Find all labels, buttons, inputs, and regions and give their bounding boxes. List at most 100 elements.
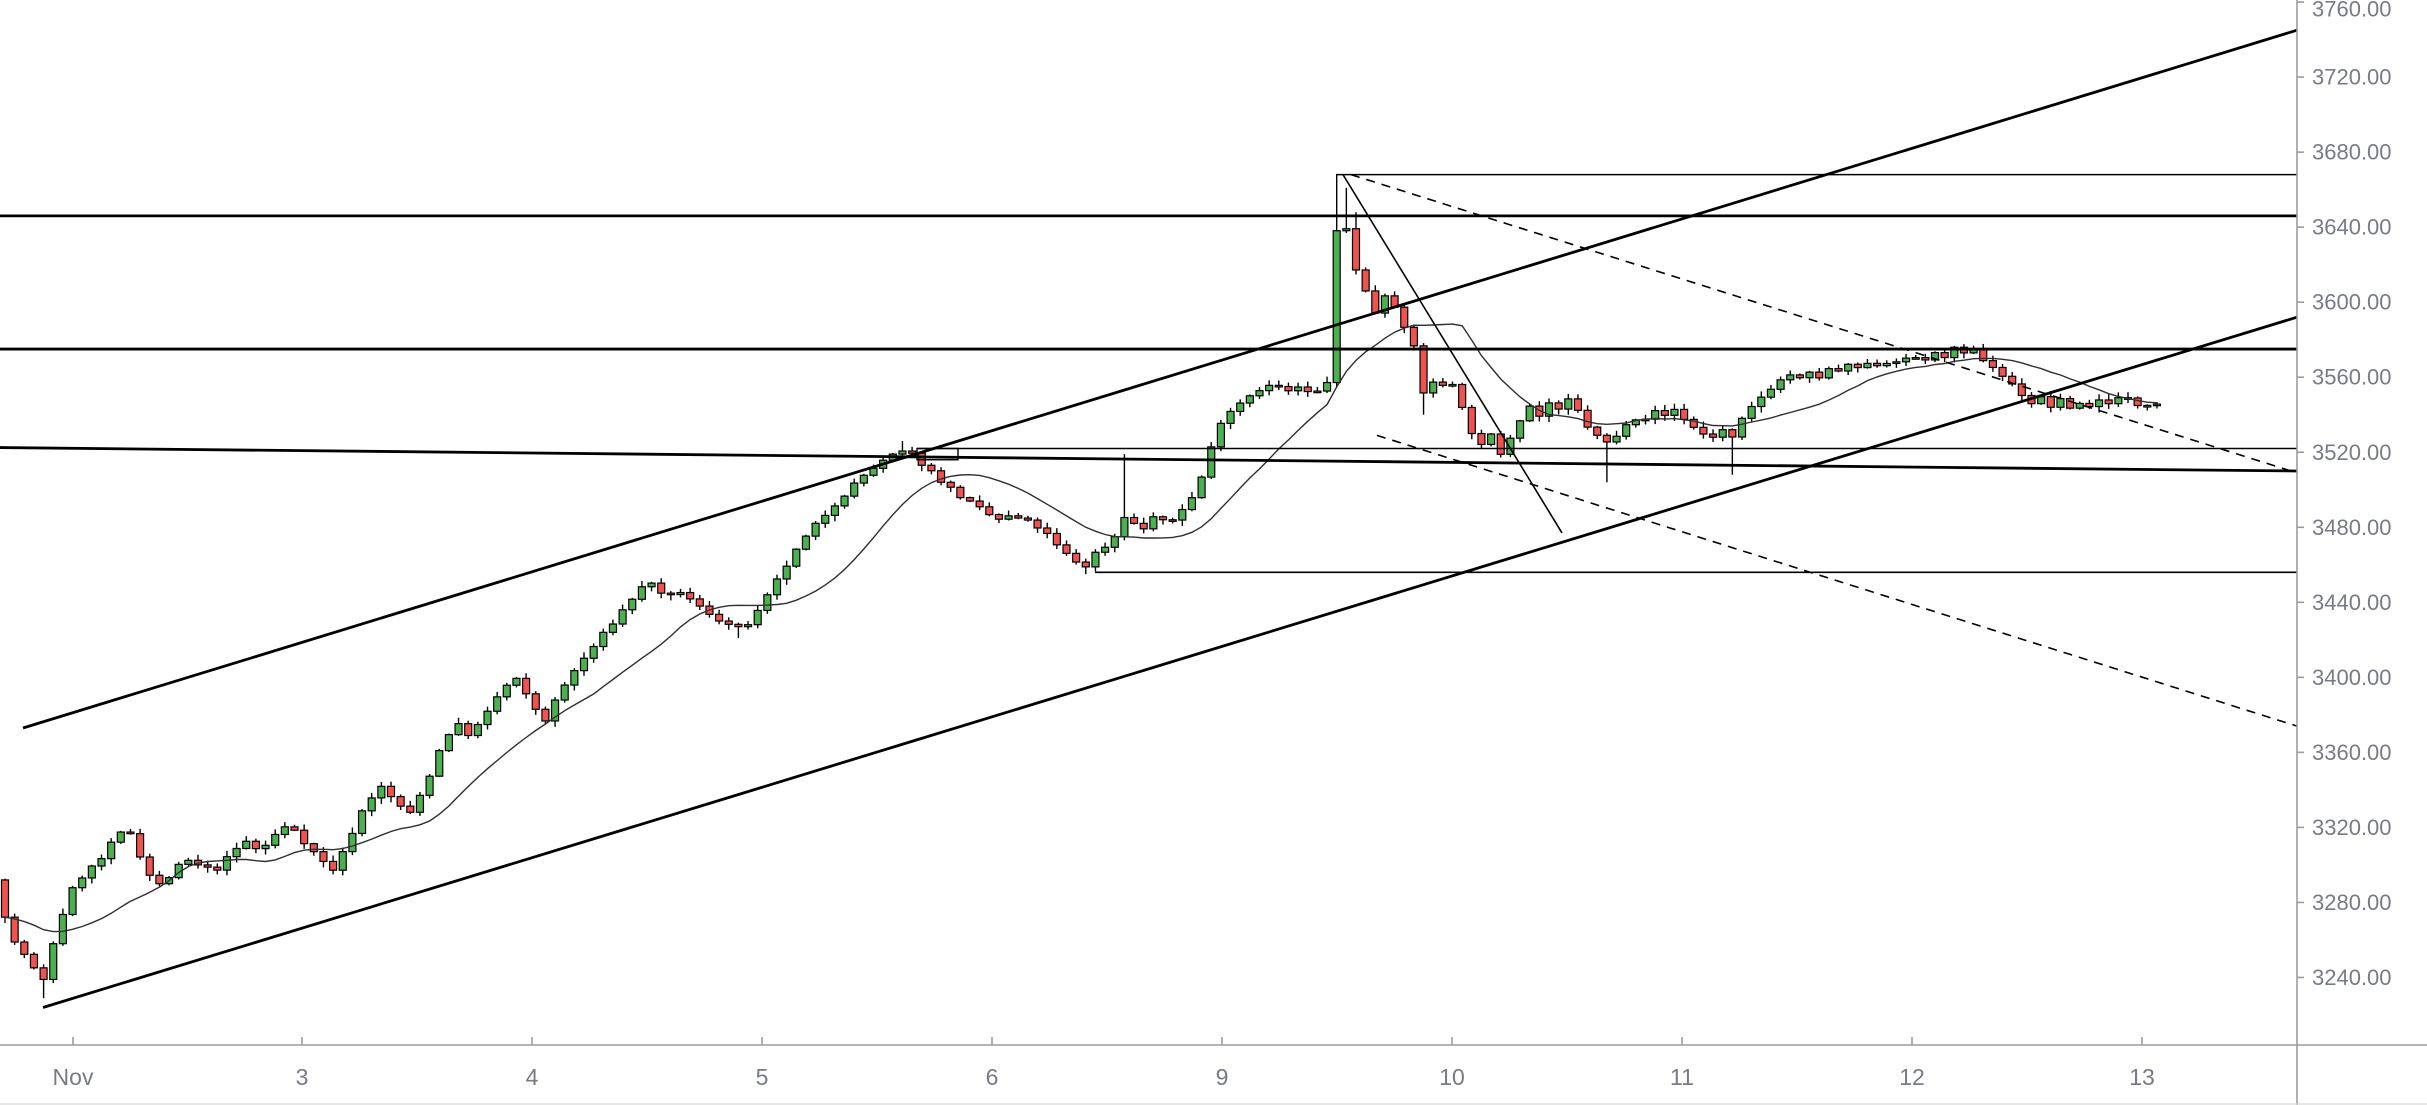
time-label: 9 [1216, 1064, 1229, 1090]
candle-down [965, 497, 975, 502]
candle-down [1988, 360, 1998, 369]
candle-down [1583, 409, 1592, 428]
candle-down [1573, 398, 1583, 411]
candle-down [406, 805, 415, 813]
candle-down [155, 874, 164, 885]
candle-down [1043, 527, 1052, 535]
candle-down [29, 953, 39, 969]
candle-up [242, 840, 251, 850]
time-label: 12 [1899, 1064, 1925, 1090]
candle-up [1265, 384, 1274, 392]
candle-up [628, 598, 637, 611]
candle-down [666, 592, 675, 596]
candle-up [1313, 390, 1322, 394]
candle-up [49, 943, 58, 981]
time-axis[interactable]: Nov 3 4 5 6 9 10 11 12 13 [0, 1037, 2427, 1105]
candle-down [975, 500, 984, 508]
candle-up [1757, 396, 1766, 408]
candle-down [2066, 398, 2075, 409]
candle-down [956, 486, 965, 499]
time-label: 3 [296, 1064, 309, 1090]
candle-down [1023, 517, 1033, 521]
candle-up [78, 877, 87, 889]
candle-up [589, 645, 598, 659]
candle-down [290, 826, 299, 831]
price-label: 3520.00 [2312, 440, 2392, 465]
descending-dashed-lower-line[interactable] [1376, 434, 2298, 727]
candle-up [1950, 346, 1959, 359]
candle-down [1554, 402, 1563, 410]
candle-up [1187, 497, 1197, 511]
candle-up [435, 750, 444, 777]
candle-up [618, 609, 627, 625]
candle-up [1207, 446, 1216, 478]
spike-crash-line[interactable] [1342, 174, 1563, 534]
candle-up [1544, 402, 1554, 417]
price-label: 3400.00 [2312, 665, 2392, 690]
candle-up [850, 482, 859, 497]
candle-up [1100, 546, 1110, 553]
price-label: 3240.00 [2312, 965, 2392, 990]
candle-up [2114, 397, 2123, 405]
time-label: 6 [986, 1064, 999, 1090]
candle-up [1747, 405, 1756, 419]
candle-up [348, 832, 357, 853]
candle-up [1245, 395, 1254, 404]
sloped-support-line-3522-3510[interactable] [0, 446, 2298, 473]
price-label: 3280.00 [2312, 890, 2392, 915]
candle-up [454, 723, 463, 736]
candle-down [1400, 306, 1409, 328]
candle-up [444, 734, 453, 752]
candle-up [87, 865, 96, 879]
candle-up [570, 670, 579, 686]
candle-up [782, 565, 791, 580]
candle-up [1863, 362, 1872, 369]
candle-down [1940, 351, 1949, 359]
candle-down [686, 591, 695, 600]
candle-down [1062, 544, 1071, 554]
candle-up [1004, 515, 1013, 520]
candle-up [1322, 381, 1332, 392]
ascending-channel-upper-line[interactable] [22, 28, 2298, 730]
candle-down [203, 864, 212, 868]
candle-up [116, 831, 125, 843]
candle-up [1892, 361, 1901, 365]
price-axis[interactable]: 3760.00 3720.00 3680.00 3640.00 3600.00 3560.… [2296, 0, 2392, 1105]
candle-up [1612, 435, 1621, 443]
candle-up [599, 631, 608, 648]
candle-up [1178, 508, 1187, 521]
candle-up [1786, 374, 1795, 381]
moving-average-line[interactable] [4, 323, 2158, 933]
candle-down [724, 620, 733, 625]
descending-dashed-upper-line[interactable] [1350, 173, 2298, 474]
candle-up [222, 856, 232, 871]
candle-up [1216, 422, 1226, 448]
candle-down [1419, 345, 1428, 394]
candle-down [0, 879, 10, 918]
candle-down [531, 693, 540, 710]
candle-down [145, 856, 154, 876]
candle-up [271, 833, 280, 846]
ascending-channel-lower-line[interactable] [42, 315, 2298, 1009]
candle-down [251, 840, 260, 850]
candle-down [1689, 418, 1698, 428]
candle-down [1660, 410, 1669, 416]
candle-up [1429, 381, 1438, 394]
candle-up [367, 797, 376, 812]
support-line-3522-range-box[interactable] [916, 447, 959, 461]
candle-down [1129, 516, 1139, 524]
price-label: 3600.00 [2312, 290, 2392, 315]
price-label: 3320.00 [2312, 815, 2392, 840]
candle-down [2085, 402, 2094, 408]
candle-up [58, 913, 68, 945]
candle-up [2152, 403, 2162, 407]
candle-down [1139, 522, 1148, 530]
candle-down [20, 941, 29, 955]
candle-up [1120, 516, 1129, 538]
candle-down [136, 833, 145, 858]
candle-down [1303, 386, 1312, 393]
candle-up [184, 859, 193, 865]
candle-down [126, 831, 135, 835]
candle-up [1930, 351, 1940, 361]
